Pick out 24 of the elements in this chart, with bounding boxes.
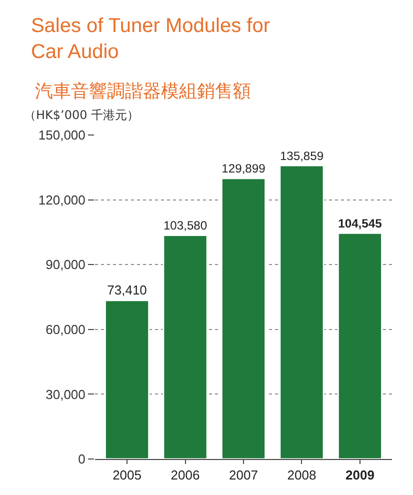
y-tick-label: 30,000	[46, 386, 86, 402]
bar	[220, 178, 266, 459]
data-label: 104,545	[338, 216, 382, 230]
bar	[162, 234, 208, 459]
y-tick-label: 150,000	[38, 128, 86, 143]
data-label: 135,859	[280, 148, 324, 163]
y-tick-label: 60,000	[46, 322, 86, 337]
y-axis-title: （HK$’000 千港元）	[24, 108, 140, 122]
x-tick-label: 2007	[229, 468, 258, 483]
chart-subtitle: 汽車音響調諧器模組銷售額	[35, 81, 251, 102]
bar	[279, 164, 324, 459]
data-label: 129,899	[222, 162, 266, 176]
y-tick-label: 90,000	[46, 257, 86, 272]
bar	[337, 232, 383, 459]
x-tick-label: 2005	[112, 468, 142, 483]
y-tick-label: 120,000	[38, 192, 86, 208]
bar	[104, 300, 150, 459]
chart-title: Sales of Tuner Modules for Car Audio	[30, 15, 270, 64]
x-tick-label: 2006	[170, 468, 200, 483]
data-label: 73,410	[107, 282, 147, 298]
data-label: 103,580	[163, 218, 208, 232]
x-tick-label: 2009	[346, 468, 374, 483]
y-tick-label: 0	[78, 452, 86, 467]
x-tick-label: 2008	[287, 468, 316, 483]
